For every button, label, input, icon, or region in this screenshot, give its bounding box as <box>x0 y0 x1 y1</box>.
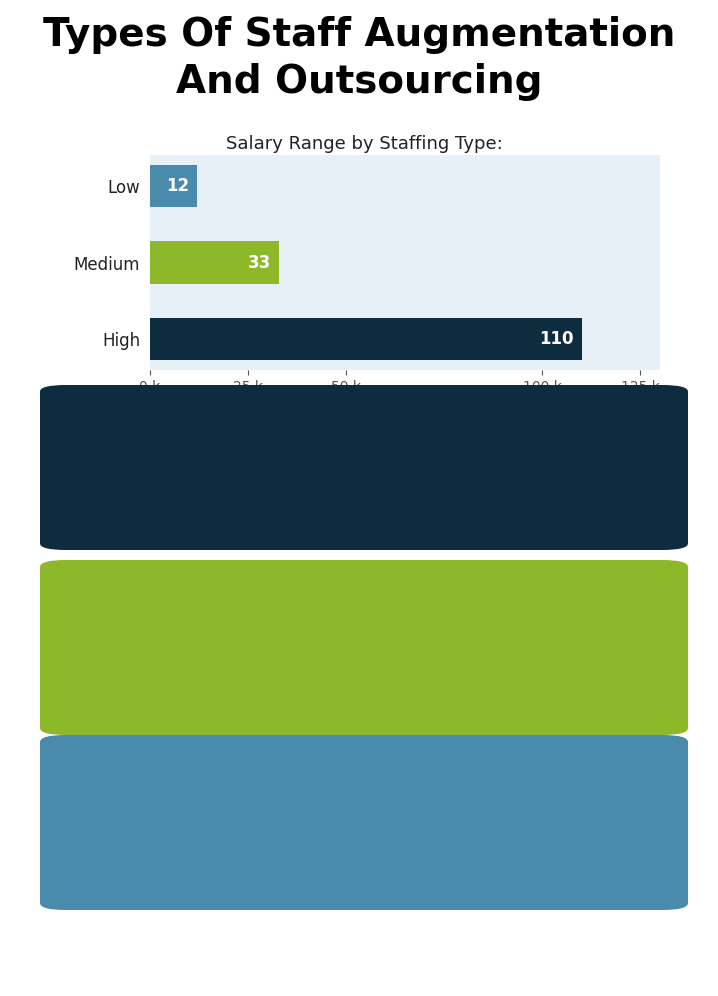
Text: Belarus:: Belarus: <box>66 815 137 830</box>
Bar <box>150 241 279 284</box>
Text: 12: 12 <box>166 177 190 195</box>
Text: English proficiency:: English proficiency: <box>66 703 227 718</box>
Text: Onshore: Onshore <box>66 408 151 426</box>
Text: English proficiency:: English proficiency: <box>66 519 227 535</box>
Text: $26.400,: $26.400, <box>167 640 246 655</box>
Text: As a second language: As a second language <box>207 878 404 893</box>
Text: 33: 33 <box>248 254 271 272</box>
Text: $12.785,: $12.785, <box>126 815 205 830</box>
Text: Nearshore: Nearshore <box>66 585 171 603</box>
Text: Pricing:: Pricing: <box>66 609 131 623</box>
Text: Location/Time:: Location/Time: <box>66 490 189 505</box>
Text: Salary Range by Staffing Type:: Salary Range by Staffing Type: <box>225 135 503 153</box>
Text: Pricing:: Pricing: <box>66 430 131 445</box>
Bar <box>150 164 197 207</box>
Text: High Salary: High Salary <box>126 430 230 445</box>
Bar <box>150 318 582 361</box>
Text: Regional/Time zone aligned +/- 3 hours: Regional/Time zone aligned +/- 3 hours <box>167 671 522 686</box>
FancyBboxPatch shape <box>40 385 688 550</box>
Text: Pricing:: Pricing: <box>66 784 131 799</box>
Text: Medium Salary: Medium Salary <box>126 609 261 623</box>
Text: Native: Native <box>207 519 266 535</box>
Text: $33.564,: $33.564, <box>283 640 362 655</box>
Text: Europe:: Europe: <box>223 640 295 655</box>
Text: Offshore: Offshore <box>66 760 154 778</box>
Text: South America:: South America: <box>66 640 195 655</box>
Text: Mexico:: Mexico: <box>340 640 411 655</box>
FancyBboxPatch shape <box>40 560 688 735</box>
Text: English proficiency:: English proficiency: <box>66 878 227 893</box>
Text: $110.140: $110.140 <box>100 460 184 475</box>
FancyBboxPatch shape <box>40 735 688 910</box>
Text: USA:: USA: <box>66 460 109 475</box>
Text: As a second language: As a second language <box>207 703 404 718</box>
Text: Types Of Staff Augmentation
And Outsourcing: Types Of Staff Augmentation And Outsourc… <box>43 16 675 101</box>
Text: 110: 110 <box>539 330 574 349</box>
Text: Location/Time:: Location/Time: <box>66 671 189 686</box>
Text: $6.342: $6.342 <box>236 815 298 830</box>
Text: Low Salary: Low Salary <box>126 784 225 799</box>
Text: India:: India: <box>182 815 238 830</box>
Text: Intercontinental/Different time zones: Intercontinental/Different time zones <box>167 847 505 862</box>
Text: $18,900: $18,900 <box>400 640 472 655</box>
Text: Location/Time:: Location/Time: <box>66 847 189 862</box>
Text: Local/Time zone aligned +/- 3 hours: Local/Time zone aligned +/- 3 hours <box>167 490 490 505</box>
